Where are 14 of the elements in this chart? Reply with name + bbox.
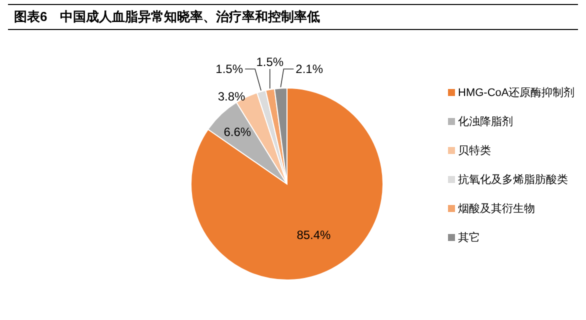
data-label: 6.6%	[224, 124, 252, 139]
pie-slice	[190, 88, 384, 280]
legend-label: 化浊降脂剂	[458, 114, 513, 129]
data-label: 2.1%	[296, 62, 324, 76]
legend-label: 抗氧化及多烯脂肪酸类	[458, 173, 568, 187]
legend-label: 贝特类	[458, 144, 491, 158]
data-label: 1.5%	[216, 62, 244, 76]
data-label: 85.4%	[296, 228, 332, 242]
data-label: 1.5%	[256, 55, 284, 69]
legend-label: 其它	[458, 230, 480, 245]
data-label: 3.8%	[218, 89, 246, 104]
chart-title: 图表6 中国成人血脂异常知晓率、治疗率和控制率低	[8, 4, 578, 30]
legend-label: HMG-CoA还原酶抑制剂	[458, 86, 575, 100]
legend-label: 烟酸及其衍生物	[458, 202, 535, 216]
